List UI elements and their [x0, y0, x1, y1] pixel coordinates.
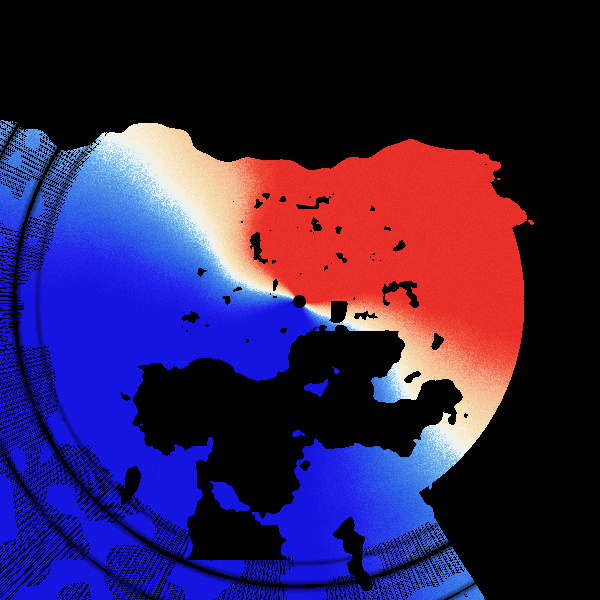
radar-display [0, 0, 600, 600]
radial-velocity-field[interactable] [0, 0, 600, 600]
